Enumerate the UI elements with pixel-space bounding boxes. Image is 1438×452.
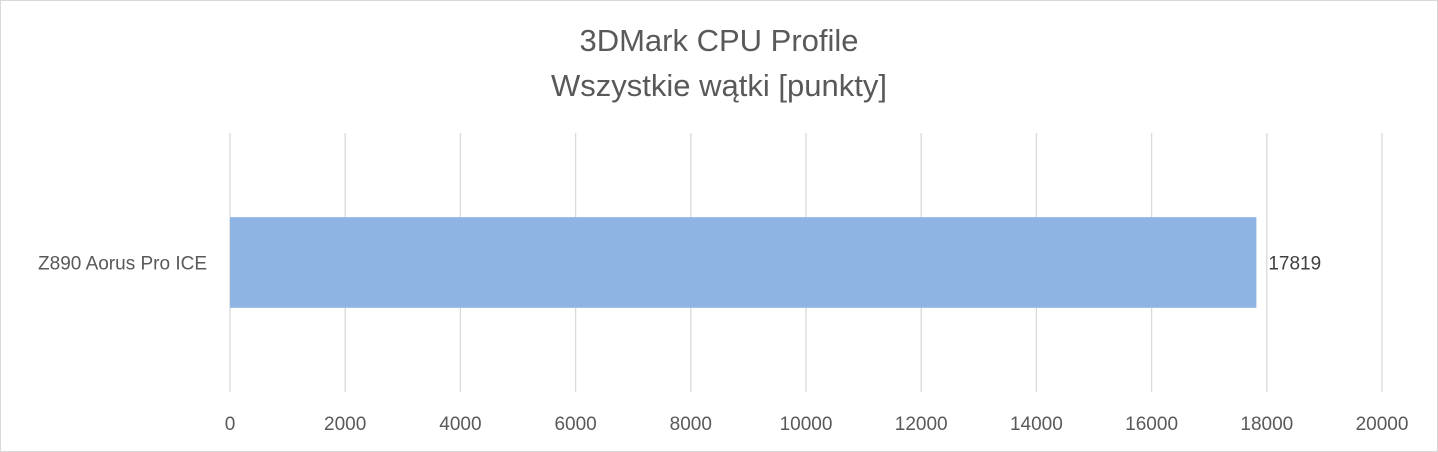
x-tick-label: 0 bbox=[225, 414, 236, 435]
x-tick-label: 18000 bbox=[1240, 414, 1293, 435]
x-tick-label: 16000 bbox=[1125, 414, 1178, 435]
x-tick-label: 12000 bbox=[895, 414, 948, 435]
chart-title: 3DMark CPU Profile bbox=[579, 23, 859, 58]
x-tick-label: 2000 bbox=[324, 414, 366, 435]
bar bbox=[230, 217, 1257, 308]
x-tick-label: 6000 bbox=[554, 414, 596, 435]
x-tick-label: 8000 bbox=[670, 414, 712, 435]
x-tick-label: 4000 bbox=[439, 414, 481, 435]
chart-subtitle: Wszystkie wątki [punkty] bbox=[551, 68, 887, 103]
data-label: 17819 bbox=[1268, 254, 1321, 275]
x-tick-label: 20000 bbox=[1356, 414, 1409, 435]
x-tick-label: 10000 bbox=[780, 414, 833, 435]
x-tick-label: 14000 bbox=[1010, 414, 1063, 435]
category-label: Z890 Aorus Pro ICE bbox=[38, 254, 207, 275]
